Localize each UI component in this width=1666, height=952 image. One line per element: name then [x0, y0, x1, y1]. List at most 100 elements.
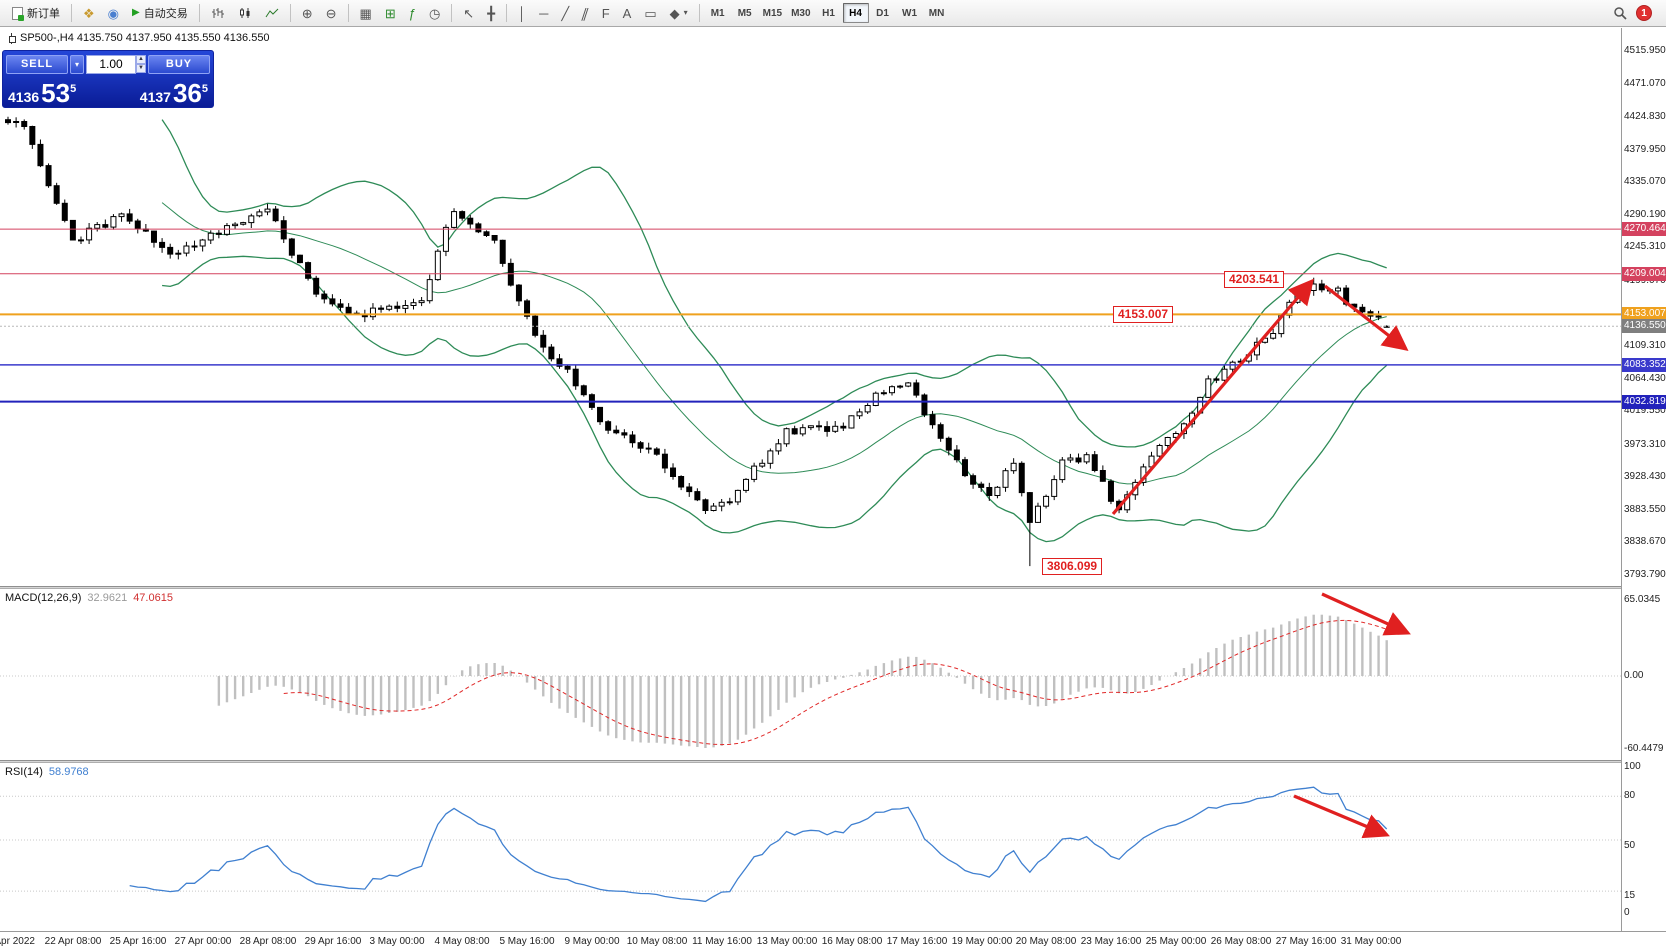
time-axis-label: 27 May 16:00 [1275, 936, 1337, 947]
fibonacci-button[interactable]: F [596, 2, 616, 24]
profile-button[interactable]: ◉ [102, 2, 125, 24]
crosshair-button[interactable]: ╋ [481, 2, 501, 24]
timeframe-mn-button[interactable]: MN [924, 3, 950, 23]
order-type-dropdown[interactable]: ▾ [70, 54, 84, 74]
time-axis-label: 25 May 00:00 [1145, 936, 1207, 947]
time-axis-label: 25 Apr 16:00 [109, 936, 167, 947]
period-button[interactable]: ◷ [423, 2, 446, 24]
volume-input[interactable] [86, 54, 137, 74]
price-axis-label: 4245.310 [1624, 241, 1666, 252]
timeframe-w1-button[interactable]: W1 [897, 3, 923, 23]
zoom-out-button[interactable]: ⊖ [320, 2, 343, 24]
indicators-button[interactable]: ƒ [403, 2, 422, 24]
bar-chart-button[interactable] [205, 2, 231, 24]
zoom-in-button[interactable]: ⊕ [296, 2, 319, 24]
trend-arrow-down[interactable] [1324, 284, 1409, 351]
rsi-arrow-down[interactable] [1293, 794, 1390, 839]
buy-button[interactable]: BUY [148, 54, 210, 74]
panel-separator[interactable] [0, 586, 1666, 589]
timeframe-m1-button[interactable]: M1 [705, 3, 731, 23]
channel-button[interactable]: ∥ [576, 2, 595, 24]
toolbar: 新订单 ❖ ◉ ▶ 自动交易 ⊕ ⊖ ▦ ⊞ ƒ ◷ ↖ ╋ │ ─ ╱ ∥ F… [0, 0, 1666, 27]
text-tool-button[interactable]: A [617, 2, 638, 24]
price-axis-label: 4424.830 [1624, 111, 1666, 122]
line-chart-button[interactable] [259, 2, 285, 24]
line-chart-icon [265, 8, 279, 18]
macd-label: MACD(12,26,9) 32.9621 47.0615 [5, 592, 173, 604]
trendline-button[interactable]: ╱ [555, 2, 575, 24]
shapes-button[interactable]: ◆ ▾ [664, 2, 694, 24]
time-axis-label: 27 Apr 00:00 [174, 936, 232, 947]
timeframe-h4-button[interactable]: H4 [842, 3, 869, 23]
candlestick-chart-button[interactable] [232, 2, 258, 24]
rsi-panel[interactable]: RSI(14) 58.9768 [0, 763, 1621, 931]
new-order-icon [12, 6, 24, 21]
buy-price[interactable]: 4137 36 5 [140, 80, 208, 106]
time-axis-label: 19 May 00:00 [951, 936, 1013, 947]
sell-button[interactable]: SELL [6, 54, 68, 74]
label-tool-button[interactable]: ▭ [638, 2, 662, 24]
toolbar-separator [198, 4, 200, 22]
new-chart-button[interactable]: ⊞ [379, 2, 402, 24]
price-axis-label: 4335.070 [1624, 176, 1666, 187]
notification-badge[interactable]: 1 [1636, 5, 1652, 21]
timeframe-h1-button[interactable]: H1 [816, 3, 842, 23]
bollinger-lower-band [162, 255, 1388, 543]
workspace-button[interactable]: ❖ [77, 2, 101, 24]
price-annotation[interactable]: 4203.541 [1224, 271, 1285, 288]
tile-windows-button[interactable]: ▦ [354, 2, 378, 24]
price-axis-badge: 4032.819 [1622, 395, 1666, 409]
volume-down-button[interactable]: ▼ [136, 63, 146, 73]
period-icon: ◷ [428, 5, 441, 21]
rsi-name: RSI(14) [5, 766, 43, 778]
cursor-button[interactable]: ↖ [457, 2, 480, 24]
price-annotation[interactable]: 3806.099 [1042, 558, 1103, 575]
rsi-canvas[interactable] [0, 763, 1621, 931]
time-axis[interactable]: 21 Apr 2022 22 Apr 08:00 25 Apr 16:00 27 Ap… [0, 931, 1666, 952]
main-chart-panel[interactable]: SP500-,H4 4135.750 4137.950 4135.550 413… [0, 28, 1621, 586]
timeframe-m5-button[interactable]: M5 [732, 3, 758, 23]
time-axis-label: 22 Apr 08:00 [44, 936, 102, 947]
horizontal-line-button[interactable]: ─ [533, 2, 554, 24]
vertical-line-button[interactable]: │ [512, 2, 532, 24]
horizontal-level-lines[interactable] [0, 228, 1621, 403]
horizontal-line-icon: ─ [539, 5, 549, 21]
panel-separator[interactable] [0, 760, 1666, 763]
chevron-down-icon: ▾ [683, 8, 688, 17]
macd-panel[interactable]: MACD(12,26,9) 32.9621 47.0615 [0, 589, 1621, 760]
rsi-axis-label: 50 [1624, 840, 1636, 851]
rsi-axis-label: 0 [1624, 907, 1630, 918]
toolbar-separator [698, 4, 700, 22]
time-axis-label: 17 May 16:00 [886, 936, 948, 947]
candlestick-chart-icon [239, 8, 250, 18]
price-axis[interactable]: 4515.950 4471.070 4424.830 4379.950 4335.070… [1621, 28, 1666, 931]
toolbar-separator [289, 4, 291, 22]
toolbar-separator [506, 4, 508, 22]
macd-canvas[interactable] [0, 589, 1621, 760]
rsi-value: 58.9768 [48, 766, 89, 778]
rsi-line [129, 786, 1388, 903]
timeframe-d1-button[interactable]: D1 [870, 3, 896, 23]
macd-histogram [217, 614, 1388, 748]
auto-trading-label: 自动交易 [143, 8, 188, 20]
price-axis-badge: 4270.464 [1622, 222, 1666, 236]
toolbar-separator [451, 4, 453, 22]
search-icon[interactable] [1613, 6, 1628, 21]
price-annotation[interactable]: 4153.007 [1113, 306, 1174, 323]
indicators-icon: ƒ [408, 5, 416, 21]
auto-trading-button[interactable]: ▶ 自动交易 [126, 2, 194, 24]
trend-arrow-up[interactable] [1111, 278, 1315, 516]
timeframe-m15-button[interactable]: M15 [759, 3, 786, 23]
time-axis-label: 23 May 16:00 [1080, 936, 1142, 947]
macd-axis-label: 65.0345 [1624, 594, 1661, 605]
volume-up-button[interactable]: ▲ [136, 54, 146, 64]
main-chart-canvas[interactable] [0, 28, 1621, 586]
price-axis-label: 3793.790 [1624, 569, 1666, 580]
new-order-button[interactable]: 新订单 [6, 2, 66, 24]
macd-axis-label: 0.00 [1624, 670, 1644, 681]
timeframe-m30-button[interactable]: M30 [787, 3, 814, 23]
macd-signal-line [283, 619, 1387, 746]
macd-arrow-down[interactable] [1321, 592, 1411, 636]
buy-price-pips: 36 [172, 78, 202, 108]
sell-price[interactable]: 4136 53 5 [8, 80, 76, 106]
